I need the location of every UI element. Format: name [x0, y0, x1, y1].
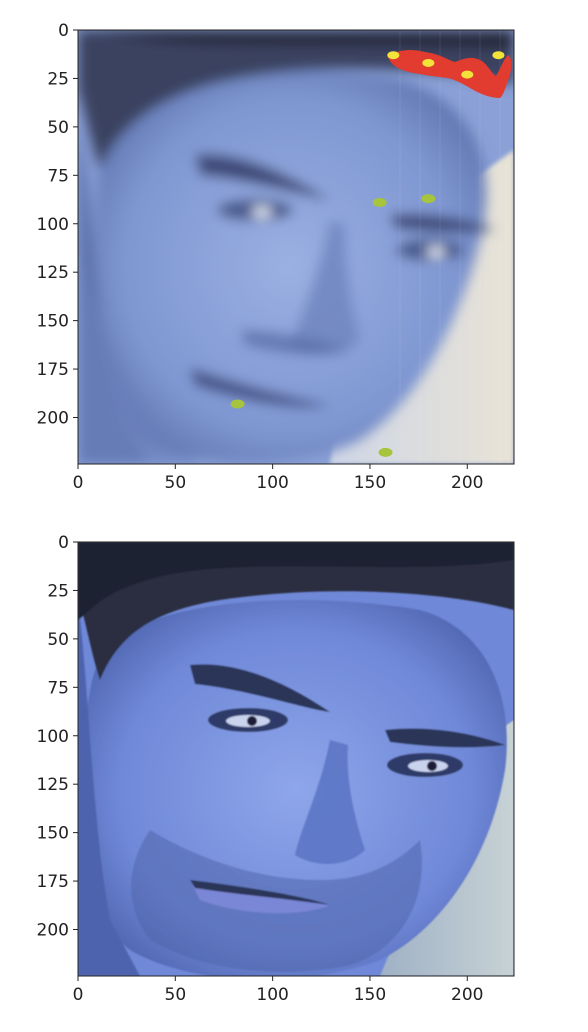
y-tick-label: 175: [37, 360, 69, 380]
y-tick-label: 200: [37, 409, 69, 429]
y-tick-label: 175: [37, 872, 69, 892]
x-tick-label: 150: [354, 985, 386, 1005]
heatmap-blob-peak: [492, 51, 505, 60]
x-tick-label: 200: [451, 985, 483, 1005]
x-tick-label: 0: [73, 985, 84, 1005]
heatmap-blob-low: [372, 197, 387, 207]
heatmap-blob-peak: [422, 58, 435, 67]
y-tick-label: 25: [47, 69, 69, 89]
heatmap-panel: [78, 30, 514, 464]
heatmap-blob-low: [230, 399, 245, 409]
y-tick-label: 125: [37, 775, 69, 795]
axes-2: 0 50 100 150 200 0 25 50 75 100 125 150 175 200: [37, 533, 515, 1005]
heatmap-blob-peak: [387, 51, 400, 60]
y-tick-label: 200: [37, 921, 69, 941]
x-tick-label: 0: [73, 473, 84, 493]
original-panel: [78, 542, 514, 976]
y-tick-label: 0: [58, 533, 69, 553]
y-tick-label: 100: [37, 727, 69, 747]
y-tick-label: 125: [37, 263, 69, 283]
x-tick-label: 150: [354, 473, 386, 493]
heatmap-overlay: [230, 49, 512, 457]
y-tick-label: 100: [37, 215, 69, 235]
y-tick-label: 50: [47, 630, 69, 650]
face-image-blurred: [78, 30, 514, 464]
heatmap-blob-low: [378, 447, 393, 457]
x-tick-label: 200: [451, 473, 483, 493]
y-tick-label: 0: [58, 21, 69, 41]
axes-frame: [77, 29, 515, 465]
heatmap-blob-peak: [461, 70, 474, 79]
y-tick-label: 150: [37, 824, 69, 844]
y-tick-label: 150: [37, 312, 69, 332]
axes-1: 0 50 100 150 200 0 25 50 75 100 125 150 175 200: [37, 21, 515, 493]
face-image-original: [78, 542, 514, 976]
axes-layer: 0 50 100 150 200 0 25 50 75 100 125 150 175 200 0 50 100…: [37, 21, 515, 1005]
x-tick-label: 100: [256, 985, 288, 1005]
y-tick-label: 75: [47, 678, 69, 698]
x-tick-label: 100: [256, 473, 288, 493]
x-tick-label: 50: [165, 473, 187, 493]
y-tick-label: 50: [47, 118, 69, 138]
x-tick-label: 50: [165, 985, 187, 1005]
heatmap-hot-region: [388, 49, 512, 98]
y-tick-label: 75: [47, 166, 69, 186]
heatmap-blob-low: [421, 194, 436, 204]
y-tick-label: 25: [47, 581, 69, 601]
axes-frame: [77, 541, 515, 977]
